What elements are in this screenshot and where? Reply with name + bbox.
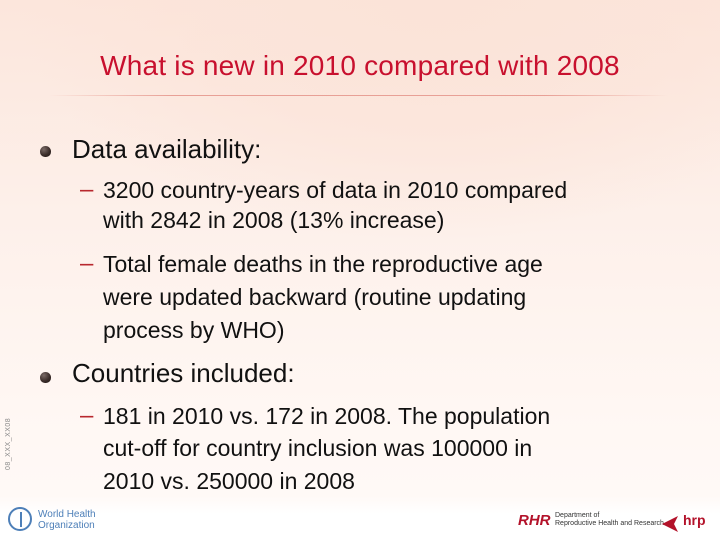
who-name-line: Organization [38, 520, 95, 531]
dash-marker: – [80, 402, 94, 429]
sub-item-line: with 2842 in 2008 (13% increase) [103, 207, 445, 233]
sub-item-line: cut-off for country inclusion was 100000… [103, 435, 533, 461]
section-heading-countries-included: Countries included: [72, 358, 295, 388]
dash-marker: – [80, 176, 94, 203]
title-divider [48, 95, 668, 96]
who-name-line: World Health [38, 509, 96, 520]
sub-item-line: Total female deaths in the reproductive … [103, 251, 543, 277]
slide-reference-code: 08_XXX_XX08 [5, 417, 12, 470]
slide-title: What is new in 2010 compared with 2008 [100, 50, 620, 81]
sub-item-line: were updated backward (routine updating [103, 284, 527, 310]
section-heading-data-availability: Data availability: [72, 134, 262, 164]
sub-item-line: process by WHO) [103, 317, 285, 343]
who-logo-text: World Health Organization [38, 509, 118, 531]
hrp-logo: hrp [683, 512, 706, 528]
sub-item-line: 2010 vs. 250000 in 2008 [103, 468, 355, 494]
footer-band [0, 496, 720, 540]
dash-marker: – [80, 250, 94, 277]
rhr-dept-line: Reproductive Health and Research [555, 520, 664, 527]
bullet-icon [40, 372, 51, 383]
sub-item-line: 3200 country-years of data in 2010 compa… [103, 177, 568, 203]
sub-item-line: 181 in 2010 vs. 172 in 2008. The populat… [103, 403, 551, 429]
hrp-arrow-icon [662, 516, 678, 532]
rhr-department-text: Department of Reproductive Health and Re… [555, 512, 664, 528]
bullet-icon [40, 146, 51, 157]
rhr-dept-line: Department of [555, 512, 600, 519]
who-emblem-icon [8, 507, 32, 531]
rhr-logo: RHR [518, 512, 551, 529]
